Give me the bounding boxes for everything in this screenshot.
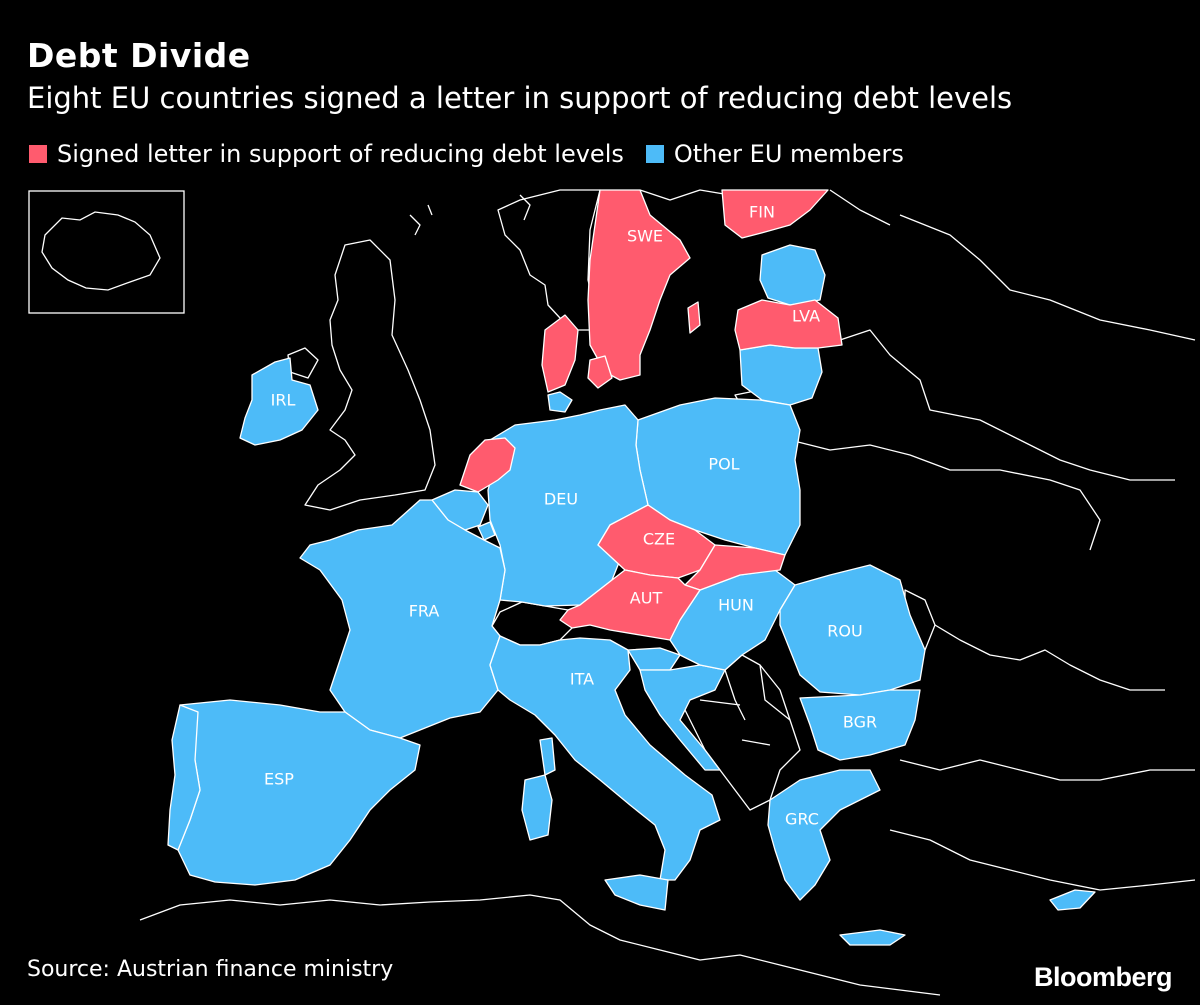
iceland-outline (41, 211, 161, 291)
label-deu: DEU (544, 490, 578, 509)
belarus-ukraine-outline (789, 439, 1101, 551)
legend-swatch-other (645, 145, 664, 163)
country-aut (559, 569, 701, 641)
label-esp: ESP (264, 770, 294, 789)
chart-subtitle: Eight EU countries signed a letter in su… (27, 81, 1013, 115)
country-svn (627, 647, 681, 671)
label-cze: CZE (643, 530, 675, 549)
northern-ireland-outline (287, 347, 319, 379)
north-africa-outline (139, 894, 941, 996)
legend-item-signed: Signed letter in support of reducing deb… (29, 140, 624, 168)
norway-outline (497, 189, 601, 331)
country-fin (721, 189, 829, 239)
label-rou: ROU (827, 622, 862, 641)
label-grc: GRC (785, 810, 819, 829)
country-dnk (541, 314, 579, 393)
source-note: Source: Austrian finance ministry (27, 957, 394, 982)
label-swe: SWE (627, 227, 663, 246)
country-fra-corsica (539, 737, 556, 776)
label-fra: FRA (409, 602, 440, 621)
country-swe (587, 189, 691, 381)
legend-item-other: Other EU members (645, 140, 904, 168)
turkey-outline (889, 759, 1196, 891)
country-ita-sardinia (521, 774, 553, 841)
label-irl: IRL (271, 391, 296, 410)
scandinavia-north-outline (639, 189, 891, 226)
country-grc (767, 769, 881, 901)
legend-label-other: Other EU members (673, 140, 904, 168)
country-lux (477, 521, 496, 541)
label-ita: ITA (570, 670, 594, 689)
label-hun: HUN (718, 596, 754, 615)
country-dnk-zealand (587, 355, 613, 389)
country-lva (734, 299, 843, 351)
iceland-inset (28, 190, 185, 314)
eastern-border-outline (839, 329, 1175, 481)
country-ltu (739, 344, 823, 406)
country-fra (299, 499, 506, 739)
label-pol: POL (708, 455, 739, 474)
legend-label-signed: Signed letter in support of reducing deb… (57, 140, 624, 168)
great-britain-outline (304, 239, 436, 511)
label-lva: LVA (792, 307, 820, 326)
country-prt (167, 704, 201, 851)
country-cyp (1049, 889, 1096, 911)
legend: Signed letter in support of reducing deb… (29, 140, 926, 168)
label-bgr: BGR (843, 713, 877, 732)
country-bgr (799, 689, 921, 761)
country-est (759, 244, 826, 306)
bloomberg-logo: Bloomberg (1033, 962, 1173, 992)
balkan-inner-borders (699, 664, 791, 746)
country-dnk-jutland-coast (547, 391, 573, 413)
chart-title: Debt Divide (27, 36, 251, 75)
faroe-shetland-outline (409, 194, 531, 236)
russia-border-outline (899, 214, 1196, 341)
country-ita (489, 635, 721, 881)
country-nld (459, 437, 516, 493)
label-fin: FIN (749, 203, 775, 222)
country-ita-sicily (604, 874, 669, 911)
country-swe-gotland (687, 301, 701, 334)
label-aut: AUT (630, 589, 663, 608)
ukraine-coast-outline (934, 624, 1165, 691)
country-grc-crete (839, 929, 906, 946)
legend-swatch-signed (29, 145, 47, 163)
country-irl (239, 357, 319, 446)
